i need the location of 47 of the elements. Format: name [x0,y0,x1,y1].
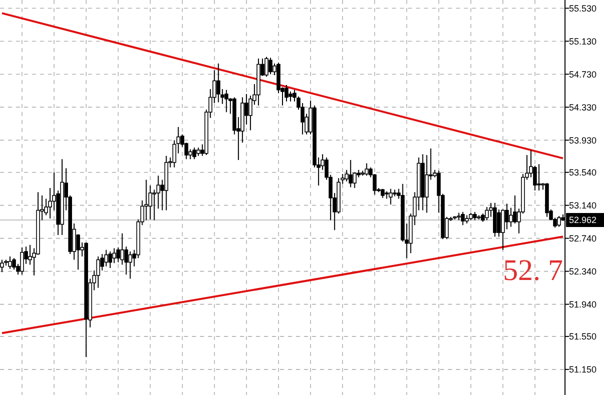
candlestick [513,194,517,224]
candlestick [288,91,292,102]
y-tick-label: 53.540 [569,168,597,178]
y-tick-label: 51.550 [569,332,597,342]
candlestick [380,188,385,198]
candlestick [537,164,541,191]
candlestick [144,179,148,221]
candlestick [504,203,509,230]
annotation: 52. 7 [503,254,563,288]
y-tick-label: 53.140 [569,200,597,210]
candlestick [460,211,465,226]
candlestick [120,232,124,266]
candlestick [509,207,513,228]
candlestick [116,246,120,263]
y-tick-label: 52.740 [569,233,597,244]
candlestick [8,256,12,270]
candlestick [108,251,112,269]
candlestick [284,84,288,102]
y-tick-label: 54.730 [569,69,597,80]
candlestick [348,159,353,188]
candlestick [557,216,561,228]
candlestick [388,188,393,206]
ref-line-label: 52.962 [569,215,597,226]
candlestick [216,62,220,103]
candlestick [96,256,100,288]
y-tick-label: 53.930 [569,135,597,146]
y-tick-label: 52.340 [569,266,597,276]
candlestick [128,251,132,280]
candlestick [124,246,128,276]
candlestick [192,147,196,160]
candlestick [224,89,228,113]
candlestick [424,154,429,214]
candlestick [496,208,501,238]
candlestick [364,162,369,176]
candlestick [104,249,108,267]
y-tick-label: 55.130 [569,36,597,46]
candlestick [20,246,24,276]
y-tick-label: 54.330 [569,102,597,112]
candlestick [484,206,489,221]
candlestick [172,140,176,168]
candlestick [12,258,16,270]
candlestick [264,56,268,78]
y-tick-label: 51.940 [569,299,597,310]
y-tick-label: 55.530 [569,3,597,14]
y-tick-label: 51.150 [569,364,597,375]
candlestick [112,248,116,264]
candlestick [268,57,272,75]
